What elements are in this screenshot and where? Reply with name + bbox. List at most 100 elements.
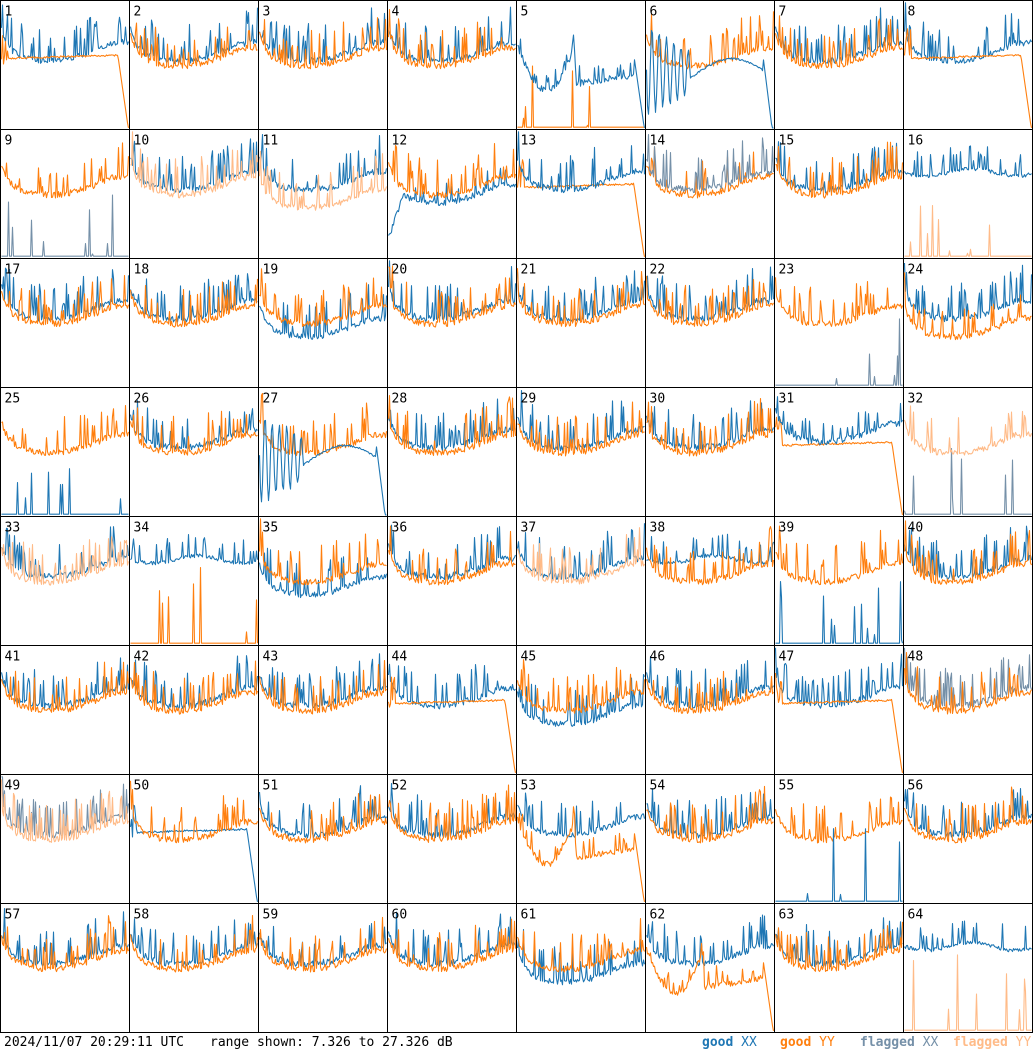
panel-frame [387,903,517,1033]
trace-yy-good [129,278,259,328]
trace-yy-good [388,265,517,328]
trace-xx-good [903,2,1032,64]
panel-label: 14 [650,134,666,149]
panel-label: 37 [521,521,537,536]
panel-13: 13 [516,129,646,259]
trace-xx-good [517,792,646,839]
trace-yy-good [516,159,646,258]
panel-14: 14 [645,129,775,259]
panel-label: 29 [521,392,537,407]
trace-xx-good [387,260,517,322]
panel-label: 63 [779,908,795,923]
panel-label: 58 [134,908,150,923]
panel-50: 50 [129,774,259,904]
panel-label: 53 [521,779,537,794]
panel-label: 21 [521,263,537,278]
panel-label: 57 [5,908,21,923]
panel-label: 6 [650,5,658,20]
panel-42: 42 [129,645,259,775]
panel-label: 22 [650,263,666,278]
trace-yy-good [387,918,517,973]
panel-34: 34 [129,516,259,646]
panel-26: 26 [129,387,259,517]
panel-frame [645,258,775,388]
trace-xx-flagged [1,194,129,257]
panel-29: 29 [516,387,646,517]
panel-25: 25 [0,387,130,517]
panel-31: 31 [774,387,904,517]
trace-yy-flagged [903,405,1033,456]
panel-19: 19 [258,258,388,388]
panel-frame [258,774,388,904]
trace-yy-good [259,268,387,328]
trace-yy-good [645,670,774,714]
panel-44: 44 [387,645,517,775]
panel-label: 47 [779,650,795,665]
panel-label: 3 [263,5,271,20]
panel-label: 36 [392,521,408,536]
panel-label: 49 [5,779,21,794]
legend-flagged-yy-pol: YY [1015,1035,1032,1050]
trace-yy-flagged [130,131,259,199]
trace-yy-good [0,661,130,713]
panel-frame [903,0,1033,130]
panel-frame [258,516,388,646]
range-shown: range shown: 7.326 to 27.326 dB [210,1035,453,1050]
trace-yy-good [645,275,774,327]
panel-label: 45 [521,650,537,665]
panel-45: 45 [516,645,646,775]
panel-label: 62 [650,908,666,923]
trace-xx-good [516,929,646,986]
panel-21: 21 [516,258,646,388]
panel-label: 55 [779,779,795,794]
panel-label: 15 [779,134,795,149]
trace-xx-good [645,400,775,452]
panel-7: 7 [774,0,904,130]
trace-xx-good [258,419,387,516]
panel-label: 42 [134,650,150,665]
panel-frame [645,129,775,259]
panel-51: 51 [258,774,388,904]
panel-label: 48 [908,650,924,665]
panel-20: 20 [387,258,517,388]
panel-frame [129,0,259,130]
panel-label: 44 [392,650,408,665]
panel-label: 56 [908,779,924,794]
trace-xx-flagged [646,134,775,194]
panel-frame [903,387,1033,517]
panel-frame [129,387,259,517]
legend-flagged-xx-pol: XX [922,1035,939,1050]
panel-frame [129,774,259,904]
panel-label: 4 [392,5,400,20]
panel-label: 8 [908,5,916,20]
panel-label: 24 [908,263,924,278]
panel-24: 24 [903,258,1033,388]
trace-yy-flagged [904,954,1032,1031]
panel-frame [0,516,130,646]
trace-yy-flagged [0,536,130,586]
panel-label: 61 [521,908,537,923]
trace-yy-good [258,792,388,844]
panel-label: 52 [392,779,408,794]
trace-yy-flagged [516,527,645,585]
panel-label: 1 [5,5,13,20]
panel-frame [774,387,904,517]
panel-label: 16 [908,134,924,149]
trace-xx-flagged [775,318,903,386]
panel-38: 38 [645,516,775,646]
trace-xx-good [774,396,903,446]
panel-10: 10 [129,129,259,259]
panel-frame [903,129,1033,259]
panel-60: 60 [387,903,517,1033]
trace-yy-good [258,916,388,973]
panel-54: 54 [645,774,775,904]
trace-yy-good [517,401,645,457]
panel-frame [516,258,646,388]
panel-39: 39 [774,516,904,646]
panel-37: 37 [516,516,646,646]
panel-label: 60 [392,908,408,923]
panel-frame [516,129,646,259]
panel-64: 64 [903,903,1033,1033]
panel-label: 5 [521,5,529,20]
trace-xx-good [903,262,1033,323]
